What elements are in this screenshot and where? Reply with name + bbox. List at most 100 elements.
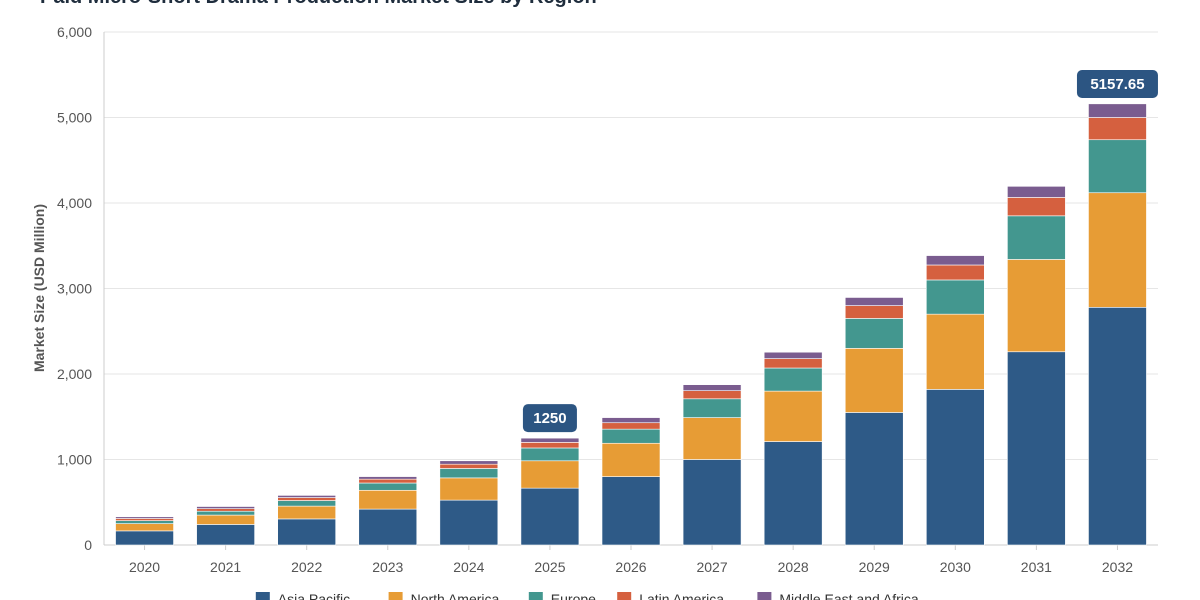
bar-segment — [358, 478, 418, 484]
bar-segment — [196, 510, 255, 516]
x-tick-label: 2025 — [534, 559, 565, 575]
bar-segment — [358, 508, 418, 546]
x-tick-label: 2026 — [615, 559, 646, 575]
bar-segment — [277, 518, 336, 546]
bar-segment — [196, 508, 255, 512]
bar-segment — [358, 476, 418, 480]
bar-segment — [439, 499, 499, 546]
legend-swatch — [255, 592, 270, 600]
bar-segment — [1007, 351, 1066, 546]
bar-segment — [844, 297, 904, 306]
annotations: 1250 5157.65 — [522, 70, 1158, 433]
grid-lines — [104, 31, 1158, 460]
legend: Asia Pacific North America Europe Latin Ame… — [255, 591, 919, 600]
y-tick-label: 2,000 — [57, 366, 92, 382]
legend-label: Europe — [551, 591, 596, 600]
bar-segment — [926, 264, 985, 281]
value-callout-label: 1250 — [533, 410, 566, 427]
y-tick-label: 5,000 — [57, 110, 92, 126]
x-tick-label: 2030 — [940, 559, 971, 575]
bar-segment — [682, 459, 742, 546]
bar-segment — [1088, 117, 1147, 141]
x-tick-label: 2023 — [372, 559, 403, 575]
bar-segment — [520, 437, 580, 443]
bar-segment — [277, 500, 336, 507]
y-tick-label: 4,000 — [57, 195, 92, 211]
bar-segment — [682, 417, 742, 460]
bar-segment — [926, 313, 985, 390]
y-tick-label: 1,000 — [57, 452, 92, 468]
legend-swatch — [528, 592, 543, 600]
legend-label: North America — [411, 591, 500, 600]
x-tick-label: 2022 — [291, 559, 322, 575]
bar-segment — [358, 482, 418, 491]
legend-swatch — [757, 592, 772, 600]
bar-segment — [926, 279, 985, 315]
y-axis-label: Market Size (USD Million) — [31, 204, 47, 372]
bar-segment — [277, 497, 336, 501]
bar-segment — [439, 468, 499, 479]
x-tick-label: 2021 — [210, 559, 241, 575]
x-tick-label: 2029 — [859, 559, 890, 575]
bar-segment — [926, 389, 985, 546]
bar-segment — [1007, 197, 1066, 217]
bar-segment — [844, 318, 904, 349]
legend-swatch — [617, 592, 632, 600]
bar-segment — [763, 351, 823, 359]
bar-segment — [520, 442, 580, 449]
bar-segment — [926, 255, 985, 266]
bar-segment — [844, 348, 904, 413]
y-tick-label: 3,000 — [57, 281, 92, 297]
bar-segment — [1007, 186, 1066, 198]
value-callout — [1076, 70, 1158, 99]
bar-segment — [763, 390, 823, 442]
chart-title: Paid Micro-Short Drama Production Market… — [40, 0, 597, 8]
bar-segment — [601, 428, 661, 444]
x-tick-label: 2027 — [696, 559, 727, 575]
bar-segment — [196, 506, 255, 509]
bar-segment — [1088, 103, 1147, 118]
value-callout — [522, 404, 577, 433]
bar-segment — [196, 524, 255, 546]
bar-segment — [1007, 259, 1066, 353]
bar-segment — [439, 463, 499, 469]
bar-segment — [844, 305, 904, 319]
bar-segment — [115, 520, 174, 524]
bar-segment — [115, 516, 174, 519]
bar-segment — [115, 523, 174, 532]
x-tick-label: 2024 — [453, 559, 484, 575]
legend-label: Latin America — [639, 591, 724, 600]
legend-label: Asia Pacific — [278, 591, 350, 600]
bar-segment — [439, 477, 499, 501]
value-callout-label: 5157.65 — [1090, 76, 1144, 93]
bar-segment — [601, 442, 661, 477]
x-tick-label: 2020 — [129, 559, 160, 575]
bar-segment — [601, 476, 661, 546]
bar-segment — [1088, 139, 1147, 194]
x-tick-label: 2032 — [1102, 559, 1133, 575]
y-tick-label: 6,000 — [57, 24, 92, 40]
bars — [115, 103, 1147, 546]
bar-segment — [115, 530, 174, 546]
bar-segment — [682, 398, 742, 418]
bar-segment — [682, 390, 742, 400]
bar-segment — [763, 358, 823, 369]
x-tick-label: 2031 — [1021, 559, 1052, 575]
bar-segment — [763, 367, 823, 392]
bar-segment — [601, 417, 661, 424]
bar-segment — [1088, 192, 1147, 308]
bar-segment — [1007, 215, 1066, 260]
bar-segment — [277, 505, 336, 520]
bar-segment — [520, 487, 580, 546]
bar-segment — [358, 489, 418, 510]
bar-segment — [196, 514, 255, 525]
bar-segment — [682, 384, 742, 391]
legend-label: Middle East and Africa — [779, 591, 919, 600]
bar-segment — [520, 447, 580, 462]
bar-segment — [844, 412, 904, 546]
bar-segment — [277, 495, 336, 498]
bar-segment — [1088, 307, 1147, 546]
bar-segment — [520, 460, 580, 489]
